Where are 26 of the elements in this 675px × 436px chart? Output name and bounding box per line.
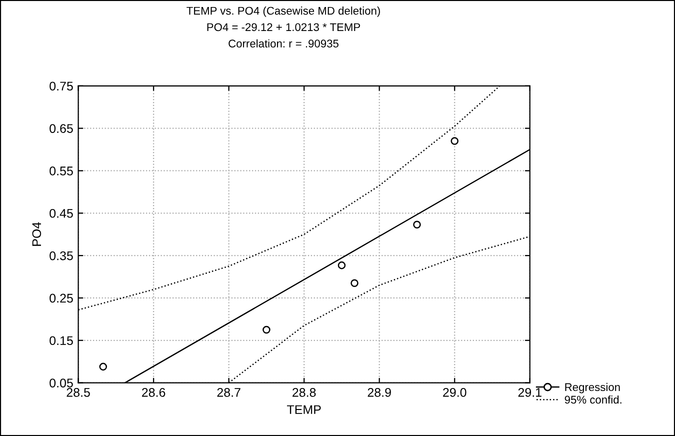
x-tick-label: 28.7	[217, 388, 240, 397]
y-tick-label: 0.55	[50, 166, 73, 176]
legend-label: Regression	[565, 382, 620, 394]
legend-label: 95% confid.	[564, 395, 622, 404]
y-tick-label: 0.15	[50, 336, 73, 346]
point	[262, 326, 270, 334]
y-axis-title: PO4	[32, 222, 42, 246]
y-tick-label: 0.05	[50, 378, 73, 388]
y-tick-label: 0.35	[50, 251, 73, 260]
y-tick-label: 0.75	[50, 82, 73, 91]
point	[99, 362, 108, 371]
y-tick-label: 0.65	[50, 124, 73, 133]
x-tick-label: 29.1	[518, 388, 542, 397]
x-tick-label: 29.0	[443, 388, 466, 397]
x-tick-label: 28.6	[142, 388, 166, 397]
point	[350, 279, 358, 288]
y-tick-label: 0.45	[50, 208, 73, 218]
x-tick-label: 28.8	[292, 388, 316, 397]
chart-title: TEMP vs. PO4 (Casewise MD deletion) PO4 = -29.12 + 1.0213 * TEMP Correlation: r = .90935	[186, 6, 380, 48]
x-axis-title: TEMP	[287, 405, 321, 414]
x-tick-label: 28.5	[66, 388, 90, 397]
y-tick-label: 0.25	[50, 294, 73, 303]
x-tick-label: 28.9	[368, 388, 391, 397]
point	[413, 220, 421, 228]
point	[450, 137, 458, 145]
point	[338, 261, 346, 270]
